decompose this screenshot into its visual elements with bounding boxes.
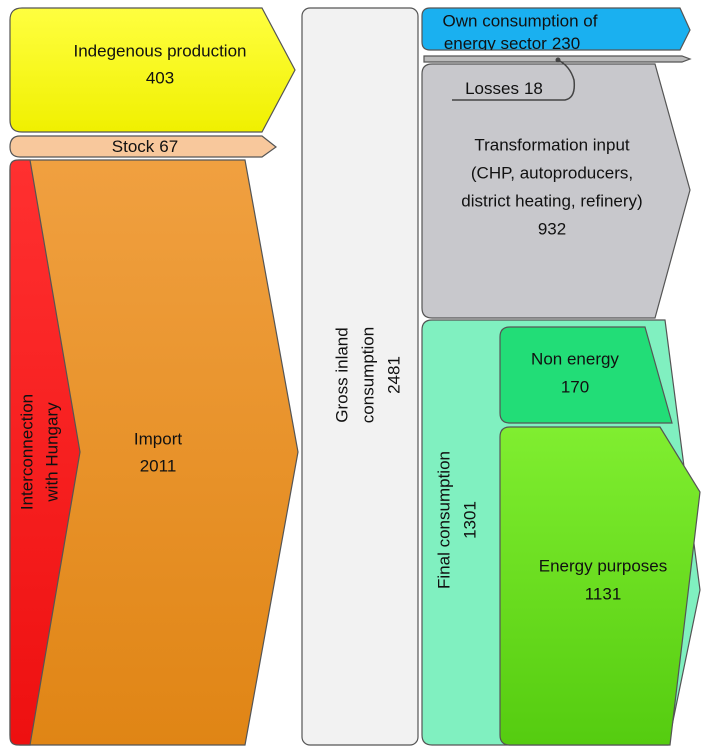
node-label: with Hungary (42, 402, 61, 503)
node-label: Losses 18 (465, 79, 543, 98)
own-consumption-arrow (421, 7, 691, 51)
node-label: Stock 67 (112, 137, 178, 156)
losses-curve (452, 59, 576, 101)
energy-purposes-arrow (499, 426, 701, 746)
non-energy-box (499, 326, 673, 424)
node-value: 932 (538, 219, 566, 238)
node-value: 230 (552, 34, 580, 53)
node-value: 1131 (585, 584, 622, 603)
node-value: 403 (146, 68, 174, 87)
node-value: 67 (159, 137, 178, 156)
node-label: Import (134, 429, 182, 448)
transformation-arrow (421, 63, 691, 319)
node-label: Stock (112, 137, 155, 156)
node-label: Own consumption of (443, 11, 598, 30)
node-value: 2481 (384, 356, 403, 394)
interconnection-arrow (9, 159, 81, 746)
production-arrow (9, 7, 296, 133)
node-value: 170 (561, 377, 589, 396)
node-label: district heating, refinery) (461, 191, 642, 210)
node-value: 2011 (140, 456, 177, 475)
node-label: Losses (465, 79, 519, 98)
node-label: consumption (358, 327, 377, 423)
losses-dot (555, 57, 561, 63)
node-label: energy sector (444, 34, 547, 53)
node-label: Transformation input (474, 135, 630, 154)
node-value: 1301 (460, 501, 479, 539)
node-label: Non energy (531, 349, 619, 368)
node-label: energy sector 230 (444, 34, 580, 53)
stock-arrow (9, 135, 278, 158)
node-label: Interconnection (17, 394, 36, 510)
node-label: (CHP, autoproducers, (471, 163, 633, 182)
node-label: Final consumption (434, 451, 453, 589)
gross-inland-box (301, 7, 419, 746)
node-value: 18 (524, 79, 543, 98)
node-label: Gross inland (332, 327, 351, 422)
node-label: Indegenous production (74, 41, 247, 60)
node-label: Energy purposes (539, 556, 668, 575)
